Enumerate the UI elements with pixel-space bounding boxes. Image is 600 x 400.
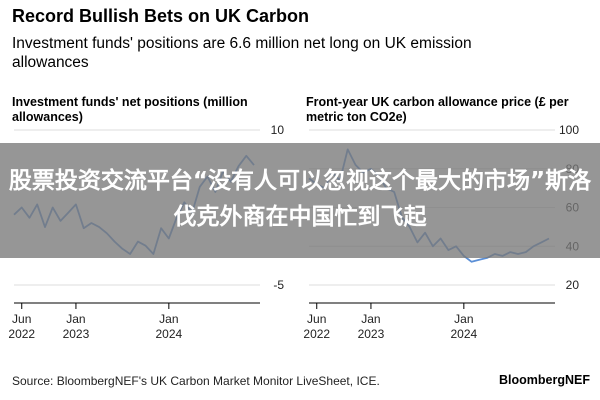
right-xtick-label: Jan [361,312,380,326]
right-xtick-label: Jan [454,312,473,326]
left-panel-title: Investment funds' net positions (million… [12,95,248,124]
overlay-banner: 股票投资交流平台“没有人可以忽视这个最大的市场”斯洛伐克外商在中国忙到飞起 [0,143,600,258]
brand-logo: BloombergNEF [499,373,590,387]
right-xtick-label: Jun [307,312,326,326]
right-xtick-year: 2023 [358,327,385,341]
left-xtick-year: 2022 [8,327,35,341]
overlay-text: 股票投资交流平台“没有人可以忽视这个最大的市场”斯洛伐克外商在中国忙到飞起 [8,168,592,230]
right-ytick-label: 100 [559,123,579,137]
right-panel-title: Front-year UK carbon allowance price (£ … [306,95,569,124]
left-ytick-label: -5 [273,278,284,292]
chart-subtitle: Investment funds' positions are 6.6 mill… [12,35,472,71]
left-xtick-label: Jun [12,312,31,326]
right-xtick-year: 2022 [303,327,330,341]
source-note: Source: BloombergNEF's UK Carbon Market … [12,374,380,388]
chart-title: Record Bullish Bets on UK Carbon [12,6,310,26]
left-xtick-label: Jan [66,312,85,326]
left-xtick-label: Jan [159,312,178,326]
left-xtick-year: 2023 [63,327,90,341]
right-xtick-year: 2024 [450,327,477,341]
right-ytick-label: 20 [566,278,580,292]
left-xtick-year: 2024 [155,327,182,341]
left-ytick-label: 10 [271,123,285,137]
